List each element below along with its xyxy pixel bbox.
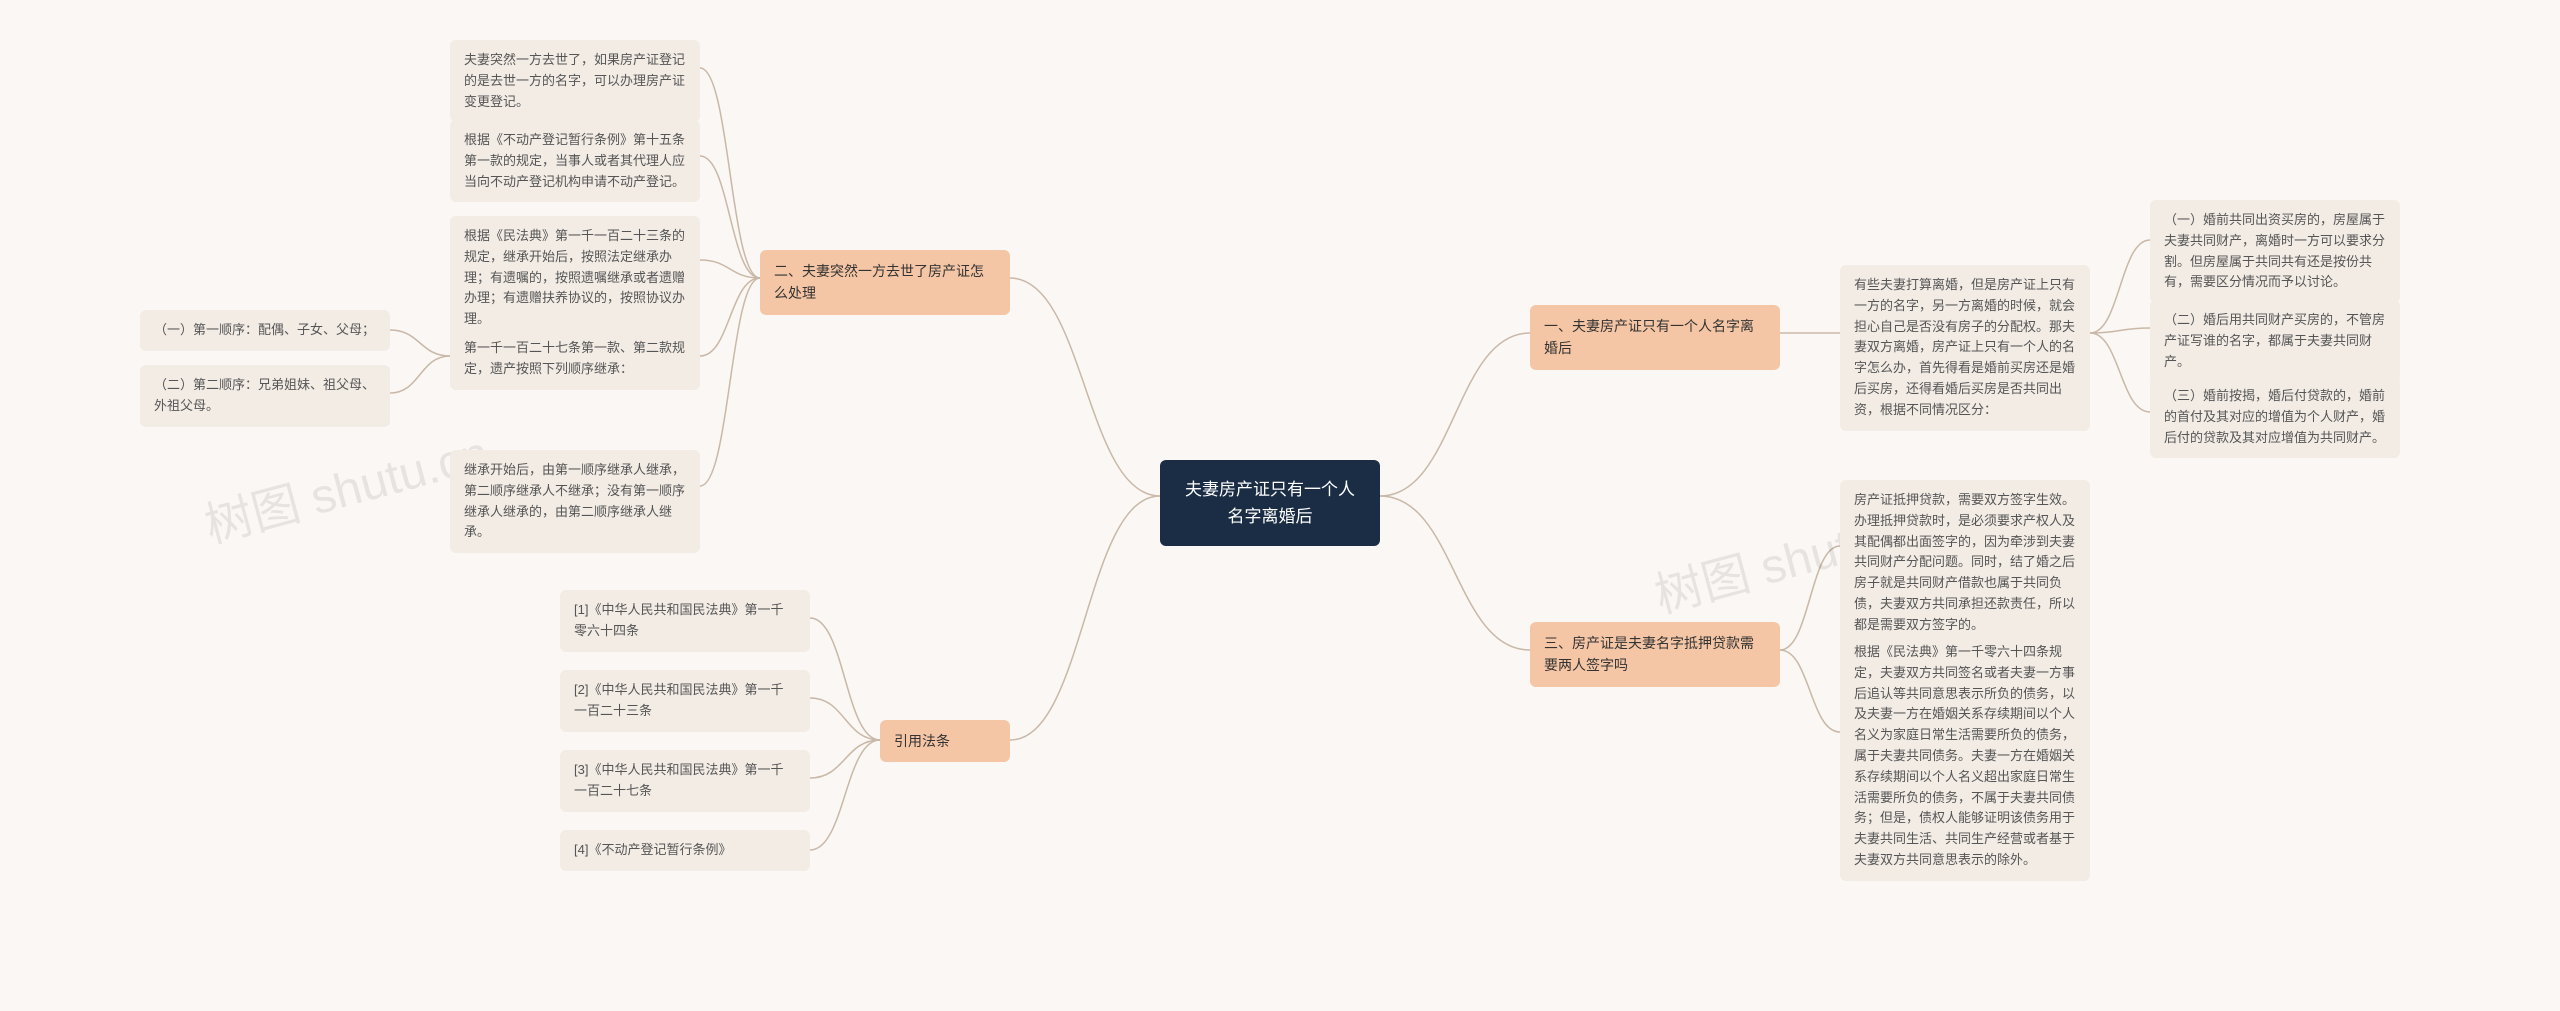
leaf-node: 第一千一百二十七条第一款、第二款规定，遗产按照下列顺序继承： bbox=[450, 328, 700, 390]
branch-node: 一、夫妻房产证只有一个人名字离婚后 bbox=[1530, 305, 1780, 370]
leaf-node: （一）婚前共同出资买房的，房屋属于夫妻共同财产，离婚时一方可以要求分割。但房屋属… bbox=[2150, 200, 2400, 303]
leaf-node: 继承开始后，由第一顺序继承人继承，第二顺序继承人不继承；没有第一顺序继承人继承的… bbox=[450, 450, 700, 553]
leaf-node: 房产证抵押贷款，需要双方签字生效。办理抵押贷款时，是必须要求产权人及其配偶都出面… bbox=[1840, 480, 2090, 646]
leaf-node: [2]《中华人民共和国民法典》第一千一百二十三条 bbox=[560, 670, 810, 732]
leaf-node: [3]《中华人民共和国民法典》第一千一百二十七条 bbox=[560, 750, 810, 812]
branch-node: 三、房产证是夫妻名字抵押贷款需要两人签字吗 bbox=[1530, 622, 1780, 687]
root-node: 夫妻房产证只有一个人名字离婚后 bbox=[1160, 460, 1380, 546]
leaf-node: [4]《不动产登记暂行条例》 bbox=[560, 830, 810, 871]
leaf-node: 有些夫妻打算离婚，但是房产证上只有一方的名字，另一方离婚的时候，就会担心自己是否… bbox=[1840, 265, 2090, 431]
branch-node: 引用法条 bbox=[880, 720, 1010, 762]
leaf-node: 根据《民法典》第一千一百二十三条的规定，继承开始后，按照法定继承办理；有遗嘱的，… bbox=[450, 216, 700, 340]
branch-node: 二、夫妻突然一方去世了房产证怎么处理 bbox=[760, 250, 1010, 315]
leaf-node: 夫妻突然一方去世了，如果房产证登记的是去世一方的名字，可以办理房产证变更登记。 bbox=[450, 40, 700, 122]
leaf-node: 根据《民法典》第一千零六十四条规定，夫妻双方共同签名或者夫妻一方事后追认等共同意… bbox=[1840, 632, 2090, 881]
leaf-node: [1]《中华人民共和国民法典》第一千零六十四条 bbox=[560, 590, 810, 652]
leaf-node: 根据《不动产登记暂行条例》第十五条第一款的规定，当事人或者其代理人应当向不动产登… bbox=[450, 120, 700, 202]
leaf-node: （三）婚前按揭，婚后付贷款的，婚前的首付及其对应的增值为个人财产，婚后付的贷款及… bbox=[2150, 376, 2400, 458]
leaf-node: （二）婚后用共同财产买房的，不管房产证写谁的名字，都属于夫妻共同财产。 bbox=[2150, 300, 2400, 382]
leaf-node: （二）第二顺序：兄弟姐妹、祖父母、外祖父母。 bbox=[140, 365, 390, 427]
leaf-node: （一）第一顺序：配偶、子女、父母； bbox=[140, 310, 390, 351]
